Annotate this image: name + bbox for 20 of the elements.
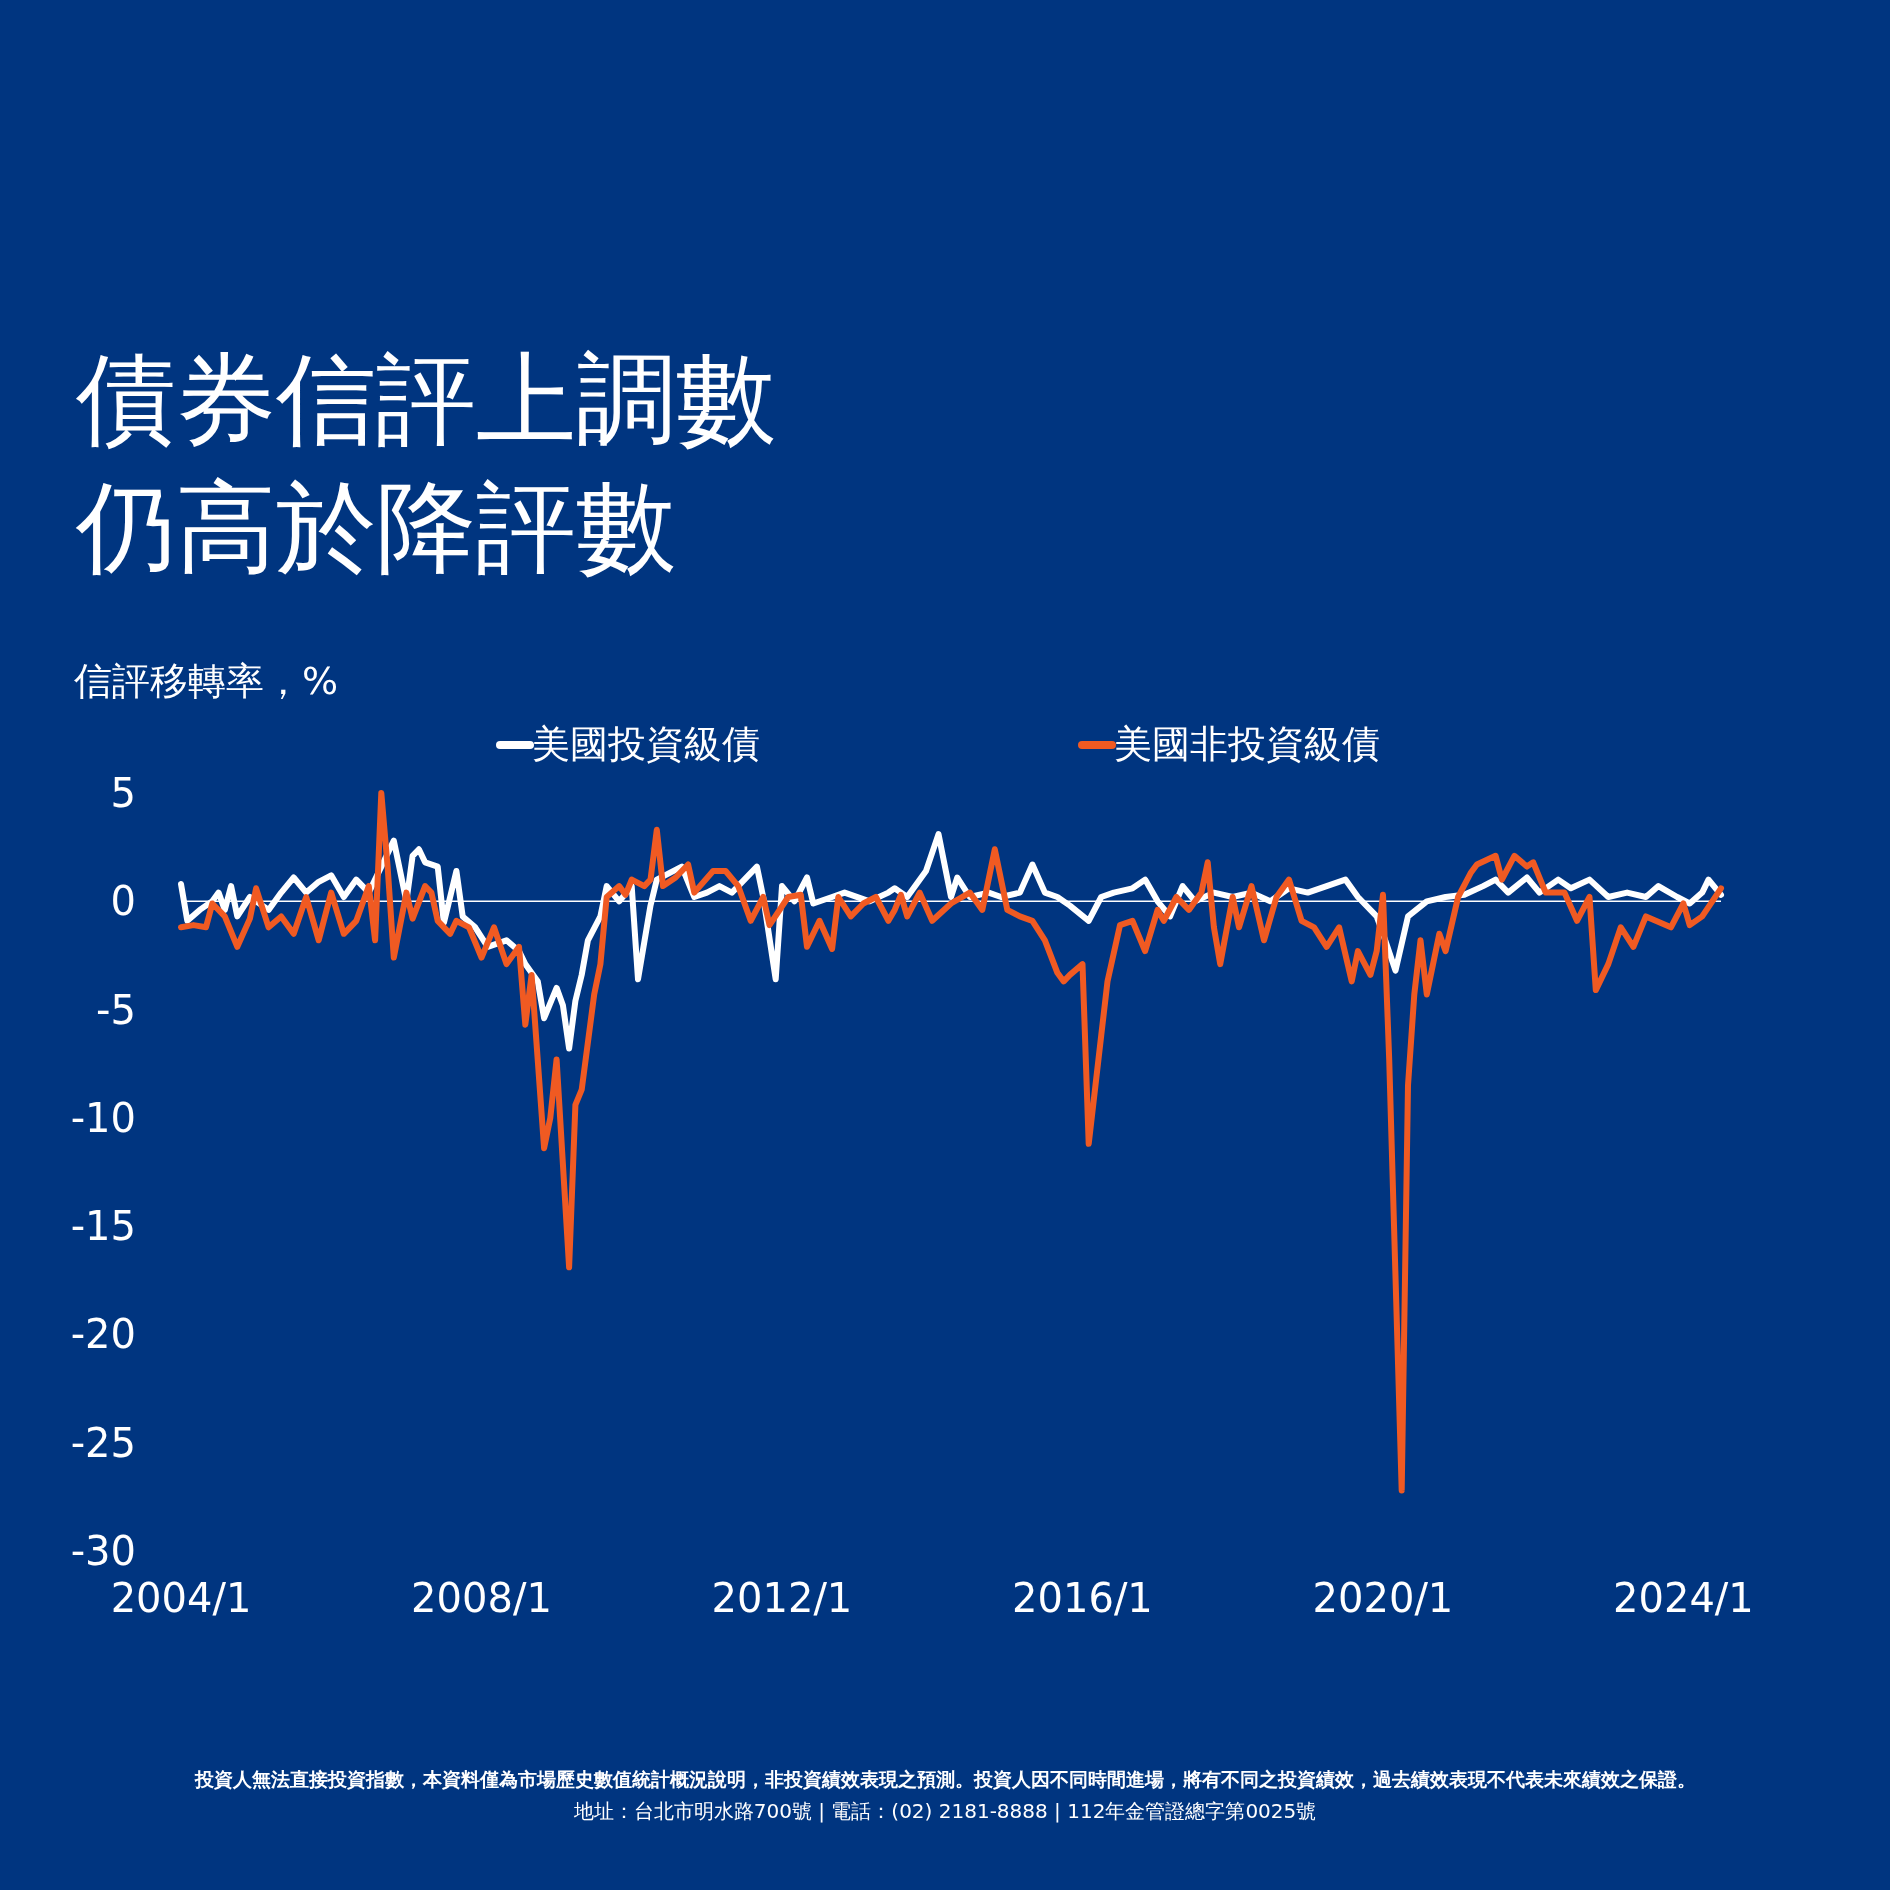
x-tick-label: 2020/1 (1312, 1575, 1454, 1621)
y-axis-title: 信評移轉率，% (74, 659, 339, 703)
x-tick-label: 2012/1 (711, 1575, 853, 1621)
y-tick-label: -15 (70, 1203, 136, 1250)
x-tick-label: 2004/1 (110, 1575, 252, 1621)
chart-title: 債券信評上調數仍高於降評數 (75, 341, 776, 586)
x-tick-label: 2016/1 (1012, 1575, 1153, 1621)
x-tick-label: 2008/1 (411, 1575, 552, 1621)
x-tick-label: 2024/1 (1613, 1575, 1754, 1621)
y-tick-label: -30 (70, 1528, 136, 1574)
text: 地址：台北市明水路700號 | 電話：(02) 2181-8888 | 112年金管證總字第0025號 (572, 1799, 1317, 1823)
legend-label: 美國非投資級債 (1114, 722, 1380, 766)
y-tick-label: 0 (110, 878, 136, 925)
y-tick-label: -10 (70, 1094, 136, 1141)
y-tick-label: -5 (96, 986, 136, 1033)
y-tick-label: 5 (110, 770, 136, 816)
text: 投資人無法直接投資指數，本資料僅為市場歷史數值統計概況說明，非投資績效表現之預測。投資人因不同時間進場，將有不同之投資績效，過去績效表現不代表未來績效之保證。 (193, 1768, 1696, 1790)
legend-label: 美國投資級債 (532, 722, 760, 766)
y-tick-label: -25 (70, 1419, 136, 1466)
y-tick-label: -20 (70, 1311, 136, 1358)
